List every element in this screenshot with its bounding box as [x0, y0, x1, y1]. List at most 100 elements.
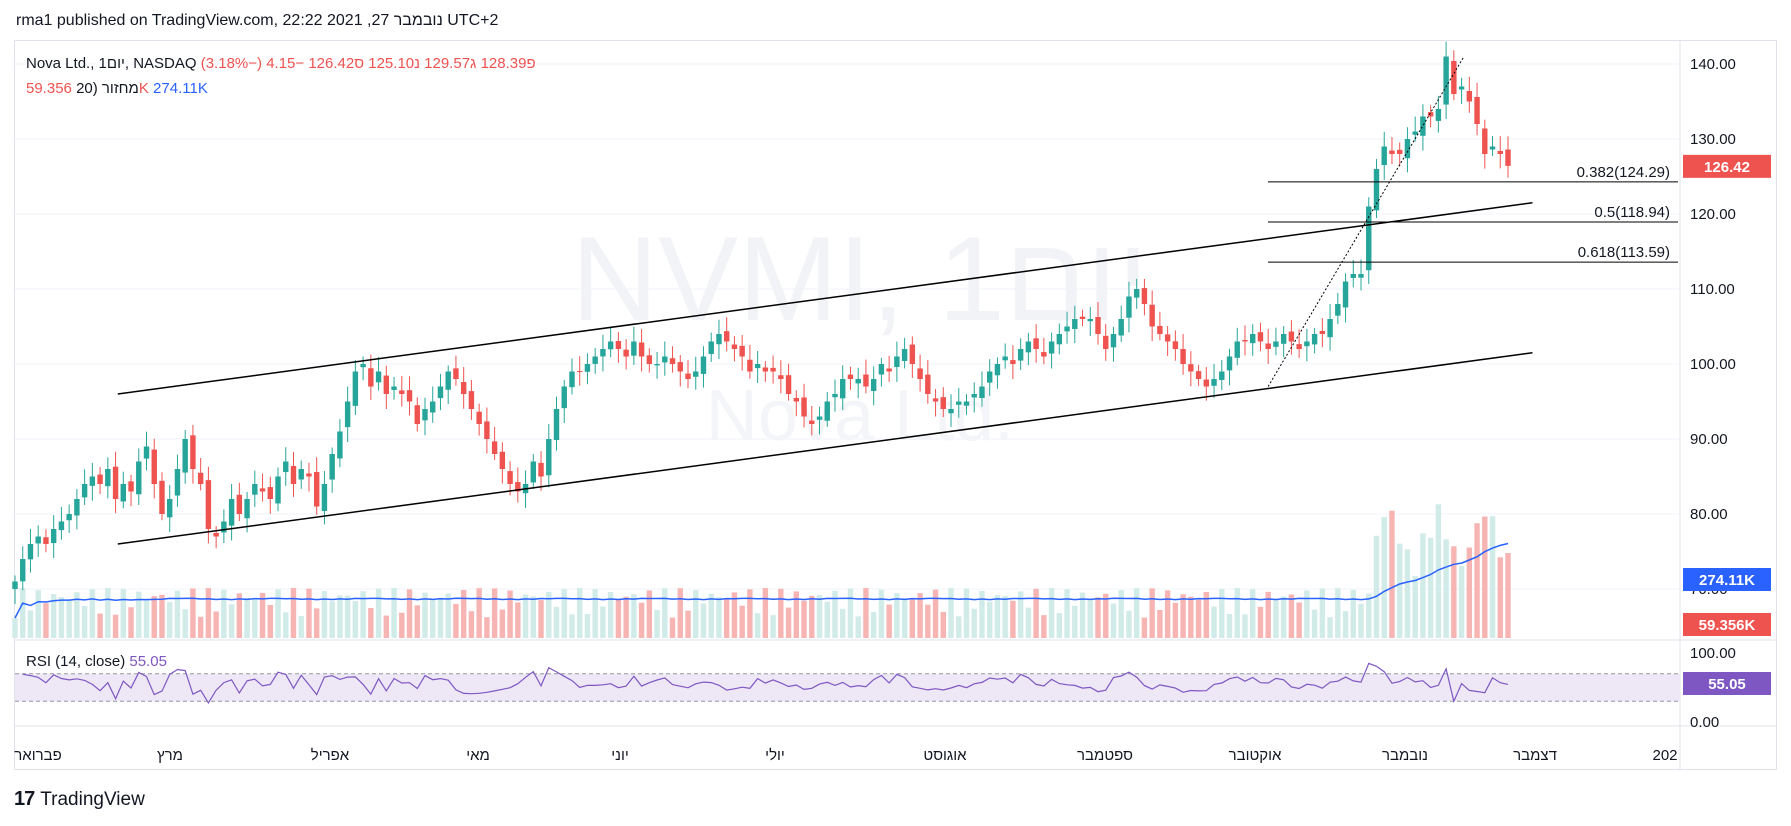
volume-bar	[1404, 549, 1411, 638]
candle-body	[43, 537, 49, 544]
volume-bar	[963, 588, 970, 638]
volume-bar	[252, 598, 258, 638]
volume-bar	[1273, 600, 1279, 638]
volume-bar	[1126, 610, 1132, 638]
volume-bar	[174, 590, 181, 638]
candle-body	[228, 499, 235, 526]
volume-bar	[1017, 591, 1024, 638]
volume-bar	[491, 588, 498, 638]
volume-bar	[1505, 553, 1511, 638]
volume-bar	[1335, 588, 1341, 638]
candle-body	[1211, 379, 1217, 386]
volume-bar	[1219, 589, 1225, 638]
chart-frame	[14, 40, 1777, 770]
volume-bar	[1226, 613, 1233, 638]
volume-bar	[615, 599, 622, 638]
volume-bar	[1188, 596, 1194, 638]
candle-body	[1056, 334, 1063, 345]
candle-body	[778, 375, 784, 379]
candle-body	[1149, 304, 1155, 327]
volume-bar	[716, 597, 722, 638]
candle-body	[1141, 288, 1148, 304]
candle-body	[190, 435, 196, 469]
volume-bar	[35, 590, 41, 638]
tradingview-wordmark: TradingView	[40, 788, 145, 810]
candle-body	[1180, 349, 1186, 364]
volume-bar	[1172, 602, 1179, 638]
candle-body	[12, 581, 18, 589]
candle-body	[283, 461, 289, 473]
volume-bar	[391, 588, 397, 638]
volume-bar	[577, 588, 583, 638]
volume-bar	[453, 603, 459, 638]
volume-bar	[1149, 588, 1155, 638]
time-tick-label: 202	[1652, 747, 1677, 764]
open-value: פ128.39	[480, 55, 536, 72]
candle-body	[1396, 149, 1403, 154]
volume-bar	[1242, 614, 1248, 638]
volume-bar	[1381, 516, 1387, 638]
candle-body	[298, 469, 304, 480]
time-tick-label: אוקטובר	[1229, 747, 1282, 764]
volume-bar	[1443, 539, 1449, 638]
time-tick-label: אפריל	[311, 747, 350, 764]
volume-bar	[414, 605, 420, 638]
volume-bar	[406, 589, 413, 638]
change-value: −4.15 (−3.18%)	[200, 55, 305, 72]
volume-bar	[654, 609, 660, 638]
candle-body	[569, 371, 575, 388]
candle-body	[182, 439, 188, 473]
candle-body	[770, 367, 776, 372]
volume-bar	[1319, 588, 1326, 638]
candle-body	[584, 364, 591, 372]
volume-bar	[128, 607, 134, 638]
volume-ma-value: 274.11K	[153, 80, 208, 97]
candle-body	[1474, 97, 1480, 124]
candle-body	[925, 374, 931, 394]
candle-body	[994, 364, 1001, 376]
channel-upper-line	[117, 202, 1533, 395]
volume-bar	[1157, 609, 1163, 638]
candle-body	[546, 439, 552, 476]
volume-bar	[375, 588, 382, 638]
volume-bar	[793, 591, 800, 638]
candle-body	[143, 446, 150, 459]
volume-bar	[97, 613, 103, 638]
volume-bar	[1265, 591, 1271, 638]
volume-bar	[832, 590, 838, 638]
volume-bar	[1474, 523, 1480, 638]
candle-body	[1103, 335, 1109, 349]
volume-bar	[1041, 615, 1047, 638]
candle-body	[337, 431, 343, 459]
candle-body	[430, 401, 436, 413]
candle-body	[986, 371, 993, 383]
candle-body	[1381, 146, 1387, 166]
volume-bar	[476, 588, 482, 638]
volume-bar	[1250, 588, 1256, 638]
candle-body	[89, 476, 96, 486]
volume-bar	[120, 588, 127, 638]
volume-bar	[167, 602, 173, 638]
candle-body	[360, 364, 366, 368]
volume-bar	[909, 598, 916, 638]
volume-bar	[1366, 593, 1372, 638]
candle-body	[50, 529, 57, 544]
footer-brand[interactable]: 17 TradingView	[14, 788, 145, 811]
candle-body	[484, 421, 490, 439]
candle-body	[662, 356, 668, 363]
candle-body	[35, 536, 41, 544]
fib-level-label: 0.382(124.29)	[1577, 164, 1670, 181]
candle-body	[1157, 325, 1163, 334]
volume-bar	[561, 588, 567, 638]
candle-body	[151, 449, 157, 484]
last-price-marker-bg	[1683, 154, 1771, 178]
volume-bar	[840, 608, 846, 638]
volume-bar	[530, 596, 537, 638]
volume-bar	[321, 591, 328, 638]
time-tick-label: יוני	[611, 747, 629, 764]
volume-bar	[81, 606, 88, 638]
candle-body	[646, 355, 653, 364]
volume-bar	[1427, 537, 1434, 638]
volume-bar	[847, 588, 854, 638]
